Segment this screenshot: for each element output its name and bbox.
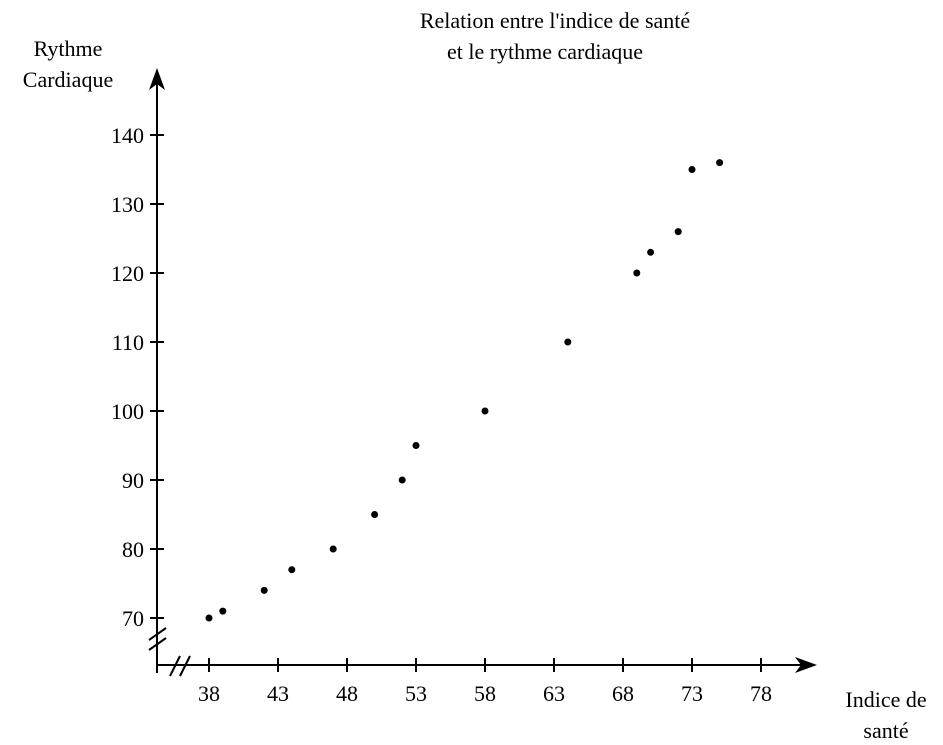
x-tick-label: 38 xyxy=(198,681,220,706)
x-tick-label: 78 xyxy=(750,681,772,706)
y-axis-label: Rythme Cardiaque xyxy=(23,36,113,92)
x-tick-label: 48 xyxy=(336,681,358,706)
data-point xyxy=(398,476,406,484)
data-point xyxy=(564,338,572,346)
x-tick-label: 43 xyxy=(267,681,289,706)
chart-title: Relation entre l'indice de santé et le r… xyxy=(420,8,690,64)
x-axis-label: Indice de santé xyxy=(845,687,926,743)
x-tick-label: 63 xyxy=(543,681,565,706)
y-axis-label-line-2: Cardiaque xyxy=(23,67,113,92)
data-point xyxy=(481,407,489,415)
chart-title-line-1: Relation entre l'indice de santé xyxy=(420,8,690,33)
data-point xyxy=(716,159,724,167)
data-point xyxy=(633,269,641,277)
x-axis-label-line-2: santé xyxy=(863,718,908,743)
y-axis-arrow xyxy=(149,68,165,90)
y-axis-break xyxy=(148,627,167,651)
y-tick-label: 140 xyxy=(111,123,144,148)
axes xyxy=(148,68,817,677)
y-tick-label: 110 xyxy=(112,330,144,355)
x-tick-label: 68 xyxy=(612,681,634,706)
data-point xyxy=(371,511,379,518)
x-axis-arrow xyxy=(795,657,817,673)
data-point xyxy=(674,228,682,236)
y-tick-label: 80 xyxy=(122,537,144,562)
data-point xyxy=(647,248,655,256)
data-point xyxy=(260,586,268,594)
data-point xyxy=(205,614,213,622)
x-ticks: 38 43 48 53 58 63 68 73 78 xyxy=(198,658,772,706)
x-axis-break xyxy=(169,655,191,677)
data-point xyxy=(329,545,337,553)
x-tick-label: 73 xyxy=(681,681,703,706)
x-tick-label: 58 xyxy=(474,681,496,706)
y-tick-label: 100 xyxy=(111,399,144,424)
y-axis-label-line-1: Rythme xyxy=(34,36,103,61)
data-point xyxy=(688,166,696,173)
y-tick-label: 120 xyxy=(111,261,144,286)
chart-title-line-2: et le rythme cardiaque xyxy=(447,39,643,64)
x-tick-label: 53 xyxy=(405,681,427,706)
y-tick-label: 70 xyxy=(122,606,144,631)
data-point xyxy=(219,607,227,615)
data-points xyxy=(205,159,724,622)
y-ticks: 70 80 90 100 110 120 130 140 xyxy=(111,123,164,631)
data-point xyxy=(288,566,296,574)
x-axis-label-line-1: Indice de xyxy=(845,687,926,712)
y-tick-label: 90 xyxy=(122,468,144,493)
y-tick-label: 130 xyxy=(111,192,144,217)
data-point xyxy=(412,442,420,449)
